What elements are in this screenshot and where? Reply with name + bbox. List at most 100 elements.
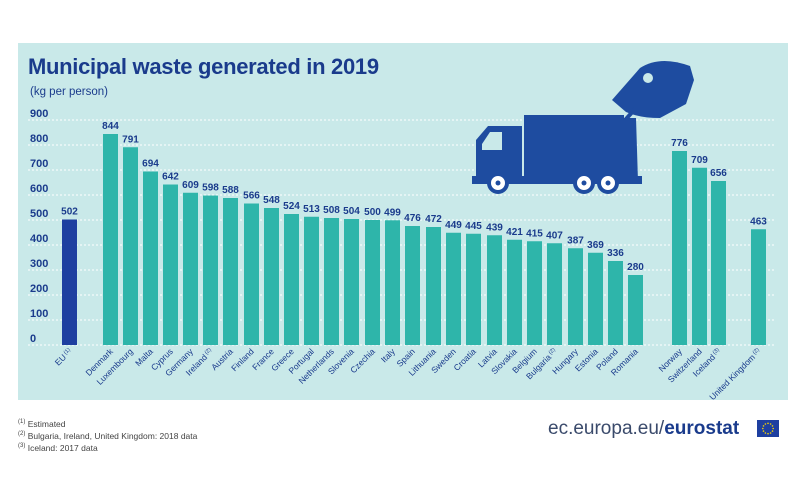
- y-tick-label: 200: [30, 283, 48, 295]
- flag-star: [762, 430, 765, 432]
- bar: [672, 151, 687, 345]
- flag-star: [762, 425, 765, 427]
- data-label: 407: [546, 230, 563, 241]
- data-label: 588: [222, 185, 239, 196]
- data-label: 415: [526, 228, 543, 239]
- bar: [163, 184, 178, 345]
- truck-hub: [581, 180, 587, 186]
- y-tick-label: 0: [30, 333, 36, 345]
- eu-flag-icon: [757, 420, 779, 437]
- y-tick-label: 400: [30, 233, 48, 245]
- data-label: 524: [283, 201, 300, 212]
- bar: [264, 208, 279, 345]
- bar: [466, 233, 481, 345]
- bar: [568, 248, 583, 345]
- bar: [711, 181, 726, 345]
- data-label: 472: [425, 214, 442, 225]
- data-label: 844: [102, 121, 119, 132]
- data-label: 694: [142, 159, 159, 170]
- footnote-text: Iceland: 2017 data: [27, 442, 98, 453]
- bar: [344, 219, 359, 345]
- bar: [244, 203, 259, 345]
- chart-title: Municipal waste generated in 2019: [28, 54, 379, 79]
- bar: [446, 232, 461, 345]
- data-label: 508: [323, 205, 340, 216]
- truck-window: [482, 132, 502, 150]
- flag-star: [767, 432, 769, 435]
- data-label: 709: [691, 155, 708, 166]
- flag-star: [764, 423, 767, 425]
- category-label: EU (1): [53, 346, 74, 367]
- bar: [487, 235, 502, 345]
- y-tick-label: 100: [30, 308, 48, 320]
- data-label: 656: [710, 168, 727, 179]
- bar: [692, 167, 707, 345]
- bar: [608, 261, 623, 345]
- bar: [751, 229, 766, 345]
- data-label: 776: [671, 138, 688, 149]
- y-tick-label: 900: [30, 108, 48, 120]
- data-label: 439: [486, 222, 503, 233]
- bar: [203, 195, 218, 345]
- y-tick-label: 600: [30, 183, 48, 195]
- footnote-3: (3) Iceland: 2017 data: [18, 441, 197, 453]
- category-label: Finland: [229, 346, 256, 373]
- data-label: 445: [465, 221, 482, 232]
- bar: [103, 134, 118, 345]
- data-label: 387: [567, 235, 584, 246]
- data-label: 548: [263, 195, 280, 206]
- data-label: 500: [364, 207, 381, 218]
- data-label: 502: [61, 207, 78, 218]
- bar: [547, 243, 562, 345]
- category-label: Croatia: [451, 346, 478, 373]
- flag-star: [767, 422, 769, 425]
- flag-star: [771, 425, 774, 427]
- hopper-window: [643, 73, 653, 83]
- bar: [385, 220, 400, 345]
- bar: [365, 220, 380, 345]
- bar: [143, 171, 158, 345]
- truck-hub: [495, 180, 501, 186]
- category-label: Estonia: [573, 346, 600, 373]
- data-label: 642: [162, 172, 179, 183]
- bar: [426, 227, 441, 345]
- bar: [507, 239, 522, 345]
- footnote-text: Bulgaria, Ireland, United Kingdom: 2018 …: [27, 430, 198, 441]
- data-label: 566: [243, 191, 260, 202]
- data-label: 476: [404, 213, 421, 224]
- eurostat-brand[interactable]: ec.europa.eu/eurostat: [548, 418, 739, 440]
- bar: [62, 219, 77, 345]
- brand-name: eurostat: [664, 418, 740, 439]
- flag-star: [769, 423, 772, 425]
- data-label: 598: [202, 183, 219, 194]
- data-label: 280: [627, 262, 644, 273]
- data-label: 463: [750, 216, 767, 227]
- y-tick-label: 500: [30, 208, 48, 220]
- data-label: 791: [122, 134, 139, 145]
- data-label: 513: [303, 204, 320, 215]
- footnote-text: Estimated: [27, 418, 66, 429]
- bar: [324, 218, 339, 345]
- data-label: 499: [384, 207, 401, 218]
- flag-star: [769, 432, 772, 434]
- garbage-truck-icon: [472, 60, 694, 194]
- bar: [628, 275, 643, 345]
- bar: [527, 241, 542, 345]
- bar: [405, 226, 420, 345]
- bar: [123, 147, 138, 345]
- footnote-mark: (2): [18, 430, 26, 437]
- flag-star: [772, 427, 774, 430]
- bar: [304, 216, 319, 345]
- grid-layer: 0 100 200 300 400 500 600 700 800 900: [28, 108, 775, 346]
- footnote-mark: (3): [18, 442, 26, 449]
- data-label: 449: [445, 220, 462, 231]
- flag-star: [764, 432, 767, 434]
- truck-body: [524, 115, 624, 183]
- flag-star: [771, 430, 774, 432]
- truck-chassis: [472, 176, 642, 184]
- data-label: 504: [343, 206, 360, 217]
- flag-star: [762, 427, 764, 430]
- truck-hopper: [612, 60, 694, 118]
